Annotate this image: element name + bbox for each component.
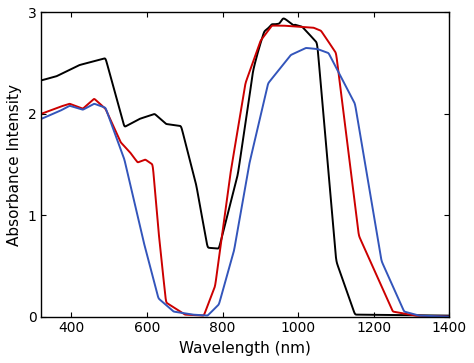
Y-axis label: Absorbance Intensity: Absorbance Intensity (7, 83, 22, 245)
X-axis label: Wavelength (nm): Wavelength (nm) (180, 341, 311, 356)
